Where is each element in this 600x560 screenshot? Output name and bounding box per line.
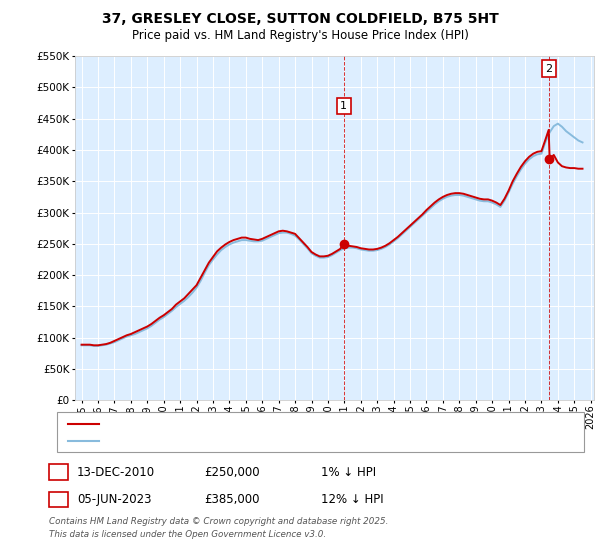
Text: Price paid vs. HM Land Registry's House Price Index (HPI): Price paid vs. HM Land Registry's House … (131, 29, 469, 42)
Text: 1% ↓ HPI: 1% ↓ HPI (321, 465, 376, 479)
Text: 1: 1 (340, 101, 347, 111)
Text: £250,000: £250,000 (204, 465, 260, 479)
Text: 12% ↓ HPI: 12% ↓ HPI (321, 493, 383, 506)
Text: 2: 2 (545, 63, 552, 73)
Text: £385,000: £385,000 (204, 493, 260, 506)
Text: HPI: Average price, detached house, Birmingham: HPI: Average price, detached house, Birm… (104, 436, 361, 446)
Text: 2: 2 (55, 493, 62, 506)
Text: 1: 1 (55, 465, 62, 479)
Text: Contains HM Land Registry data © Crown copyright and database right 2025.: Contains HM Land Registry data © Crown c… (49, 517, 389, 526)
Text: 05-JUN-2023: 05-JUN-2023 (77, 493, 151, 506)
Text: 13-DEC-2010: 13-DEC-2010 (77, 465, 155, 479)
Text: This data is licensed under the Open Government Licence v3.0.: This data is licensed under the Open Gov… (49, 530, 326, 539)
Text: 37, GRESLEY CLOSE, SUTTON COLDFIELD, B75 5HT (detached house): 37, GRESLEY CLOSE, SUTTON COLDFIELD, B75… (104, 419, 464, 430)
Text: 37, GRESLEY CLOSE, SUTTON COLDFIELD, B75 5HT: 37, GRESLEY CLOSE, SUTTON COLDFIELD, B75… (101, 12, 499, 26)
